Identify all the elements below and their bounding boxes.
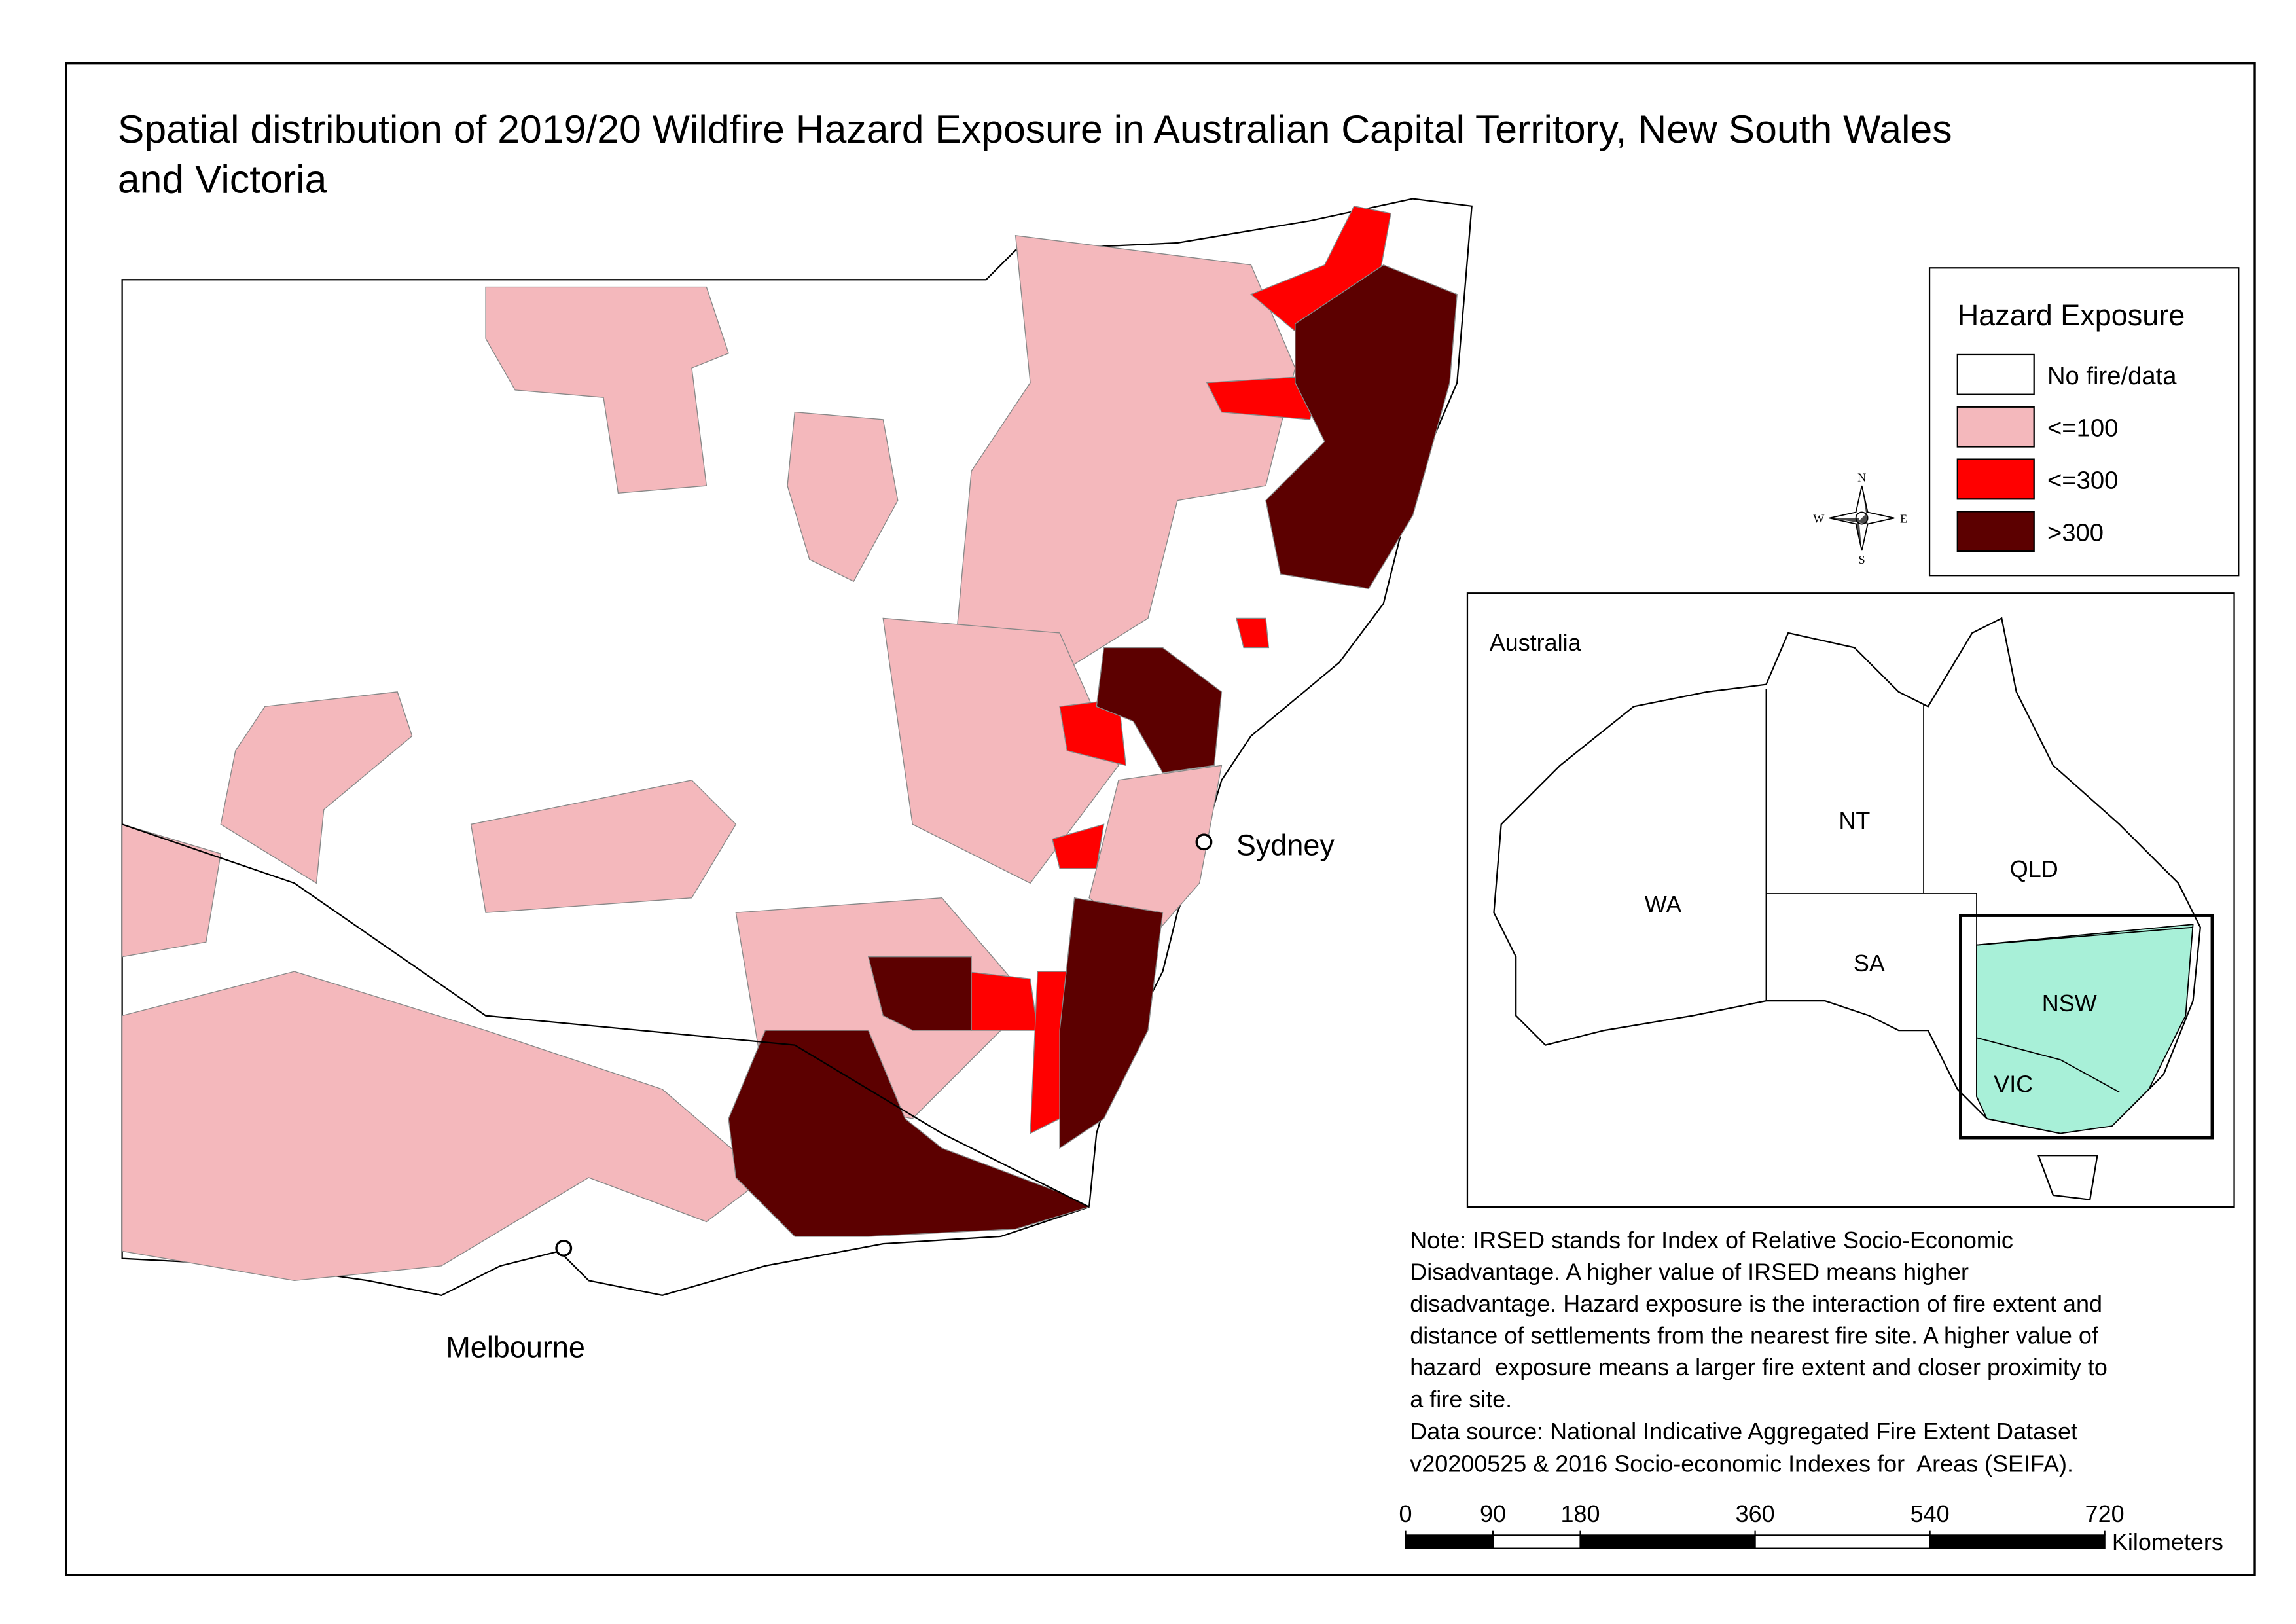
exposure-area xyxy=(1088,765,1223,943)
exposure-area xyxy=(787,411,899,583)
compass-label: N xyxy=(1857,471,1866,484)
title-line: Spatial distribution of 2019/20 Wildfire… xyxy=(118,107,1952,151)
legend: Hazard Exposure No fire/data <=100 <=300 >3… xyxy=(1928,267,2240,577)
scale-unit: Kilometers xyxy=(2112,1528,2223,1555)
scale-label: 360 xyxy=(1736,1500,1775,1527)
note-line: a fire site. xyxy=(1410,1386,1512,1413)
scale-label: 90 xyxy=(1480,1500,1506,1527)
exposure-area xyxy=(956,235,1296,693)
region-label: SA xyxy=(1854,950,1885,977)
scale-segment xyxy=(1754,1534,1931,1549)
exposure-area xyxy=(1206,374,1325,420)
region-label: QLD xyxy=(2010,856,2058,882)
note-line: Disadvantage. A higher value of IRSED me… xyxy=(1410,1258,1969,1285)
note-line: Note: IRSED stands for Index of Relative… xyxy=(1410,1227,2013,1254)
note-line: distance of settlements from the nearest… xyxy=(1410,1322,2099,1349)
exposure-area xyxy=(1096,647,1223,774)
source-line: v20200525 & 2016 Socio-economic Indexes … xyxy=(1410,1451,2073,1477)
exposure-area xyxy=(963,971,1039,1031)
city-marker xyxy=(1195,833,1213,851)
legend-label: No fire/data xyxy=(2047,362,2177,390)
scale-segment xyxy=(1492,1534,1581,1549)
city-label: Melbourne xyxy=(446,1330,584,1363)
exposure-area xyxy=(882,617,1119,884)
exposure-area xyxy=(1236,617,1270,649)
scale-label: 720 xyxy=(2085,1500,2125,1527)
exposure-area xyxy=(121,971,766,1282)
city-marker xyxy=(555,1239,573,1257)
compass-label: W xyxy=(1813,512,1824,525)
source-line: Data source: National Indicative Aggrega… xyxy=(1410,1418,2077,1445)
exposure-area xyxy=(485,286,729,494)
exposure-area xyxy=(220,691,413,884)
exposure-area xyxy=(121,823,222,958)
compass-label: S xyxy=(1859,553,1865,566)
city-label: Sydney xyxy=(1236,828,1335,861)
scale-label: 540 xyxy=(1910,1500,1950,1527)
compass: N E S W xyxy=(1813,471,1907,566)
legend-label: >300 xyxy=(2047,518,2104,547)
exposure-area xyxy=(867,956,972,1031)
legend-label: <=300 xyxy=(2047,467,2118,495)
scale-segment xyxy=(1929,1534,2106,1549)
notes: Note: IRSED stands for Index of Relative… xyxy=(1410,1227,2108,1477)
legend-label: <=100 xyxy=(2047,414,2118,442)
scale-label: 0 xyxy=(1399,1500,1412,1527)
scale-segment xyxy=(1579,1534,1756,1549)
region-label: NT xyxy=(1839,807,1870,834)
legend-swatch xyxy=(1956,406,2035,448)
state-border xyxy=(122,823,1090,1208)
legend-swatch xyxy=(1956,458,2035,500)
title-line: and Victoria xyxy=(118,157,327,202)
legend-swatch xyxy=(1956,511,2035,552)
compass-label: E xyxy=(1900,512,1907,525)
legend-swatch xyxy=(1956,353,2035,395)
exposure-area xyxy=(470,780,737,913)
main-map: Sydney Melbourne xyxy=(121,198,1473,1363)
scale-label: 180 xyxy=(1561,1500,1600,1527)
scale-segment xyxy=(1405,1534,1494,1549)
note-line: disadvantage. Hazard exposure is the int… xyxy=(1410,1290,2102,1317)
exposure-area xyxy=(1052,823,1105,869)
legend-title: Hazard Exposure xyxy=(1958,298,2185,332)
exposure-area xyxy=(1265,264,1458,590)
inset-title: Australia xyxy=(1490,629,1581,656)
inset-map: Australia WA NT QLD SA NSW VIC xyxy=(1466,592,2235,1208)
region-label: WA xyxy=(1645,891,1682,918)
region-label: NSW xyxy=(2042,990,2097,1017)
exposure-area xyxy=(1059,897,1164,1149)
region-label: VIC xyxy=(1994,1071,2033,1098)
note-line: hazard exposure means a larger fire exte… xyxy=(1410,1354,2108,1380)
